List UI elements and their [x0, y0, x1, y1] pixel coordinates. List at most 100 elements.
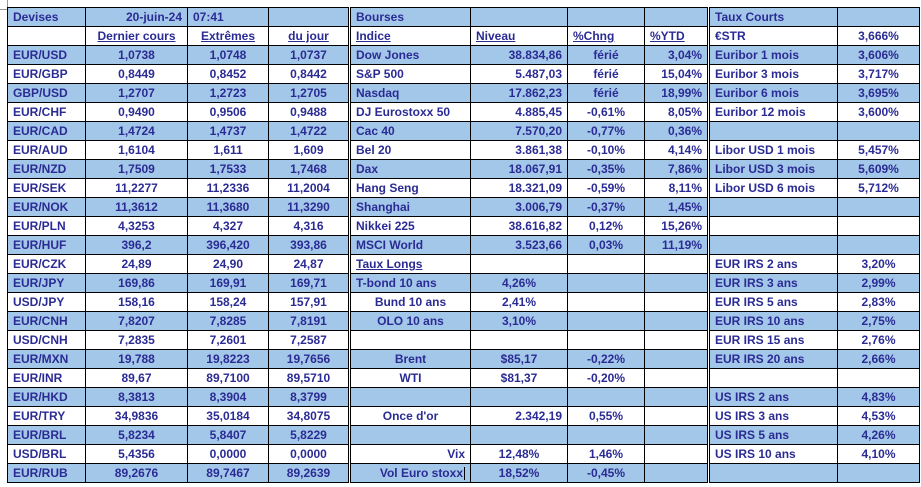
rate-value-cell[interactable] [837, 197, 920, 217]
dernier-cours-cell[interactable]: 4,3253 [85, 216, 188, 236]
rate-label-cell[interactable] [709, 463, 838, 483]
taux-courts-title-cell[interactable]: Taux Courts [709, 7, 838, 27]
du-jour-cell[interactable]: 1,2705 [268, 83, 349, 103]
time-cell[interactable]: 07:41 [187, 7, 269, 27]
rate-value-cell[interactable]: 3,717% [837, 64, 920, 84]
rate-value-cell[interactable] [837, 463, 920, 483]
dernier-cours-cell[interactable]: 7,8207 [85, 311, 188, 331]
ytd-cell[interactable] [644, 349, 708, 369]
extremes-cell[interactable]: 4,327 [187, 216, 269, 236]
du-jour-cell[interactable]: 1,4722 [268, 121, 349, 141]
niveau-cell[interactable]: 17.862,23 [470, 83, 568, 103]
rate-value-cell[interactable]: 3,695% [837, 83, 920, 103]
niveau-cell[interactable]: 12,48% [470, 444, 568, 464]
indice-cell[interactable]: Cac 40 [350, 121, 471, 141]
chng-cell[interactable] [567, 330, 645, 350]
indice-cell[interactable]: Dax [350, 159, 471, 179]
du-jour-cell[interactable]: 0,0000 [268, 444, 349, 464]
rate-value-cell[interactable]: 3,20% [837, 254, 920, 274]
niveau-cell[interactable]: 4,26% [470, 273, 568, 293]
du-jour-cell[interactable]: 19,7656 [268, 349, 349, 369]
rate-value-cell[interactable]: 5,457% [837, 140, 920, 160]
du-jour-cell[interactable]: 0,8442 [268, 64, 349, 84]
extremes-cell[interactable]: 5,8407 [187, 425, 269, 445]
empty-cell[interactable] [567, 7, 645, 27]
extremes-cell[interactable]: 1,7533 [187, 159, 269, 179]
dernier-cours-cell[interactable]: 24,89 [85, 254, 188, 274]
currency-pair-cell[interactable]: EUR/CZK [7, 254, 86, 274]
niveau-cell[interactable]: 5.487,03 [470, 64, 568, 84]
rate-value-cell[interactable]: 5,712% [837, 178, 920, 198]
devises-title-cell[interactable]: Devises [7, 7, 86, 27]
rate-value-cell[interactable] [837, 121, 920, 141]
indice-cell[interactable]: Bel 20 [350, 140, 471, 160]
empty-cell[interactable] [644, 7, 708, 27]
rate-value-cell[interactable]: 2,83% [837, 292, 920, 312]
du-jour-cell[interactable]: 1,0737 [268, 45, 349, 65]
indice-cell[interactable]: Taux Longs [350, 254, 471, 274]
dernier-cours-cell[interactable]: 169,86 [85, 273, 188, 293]
rate-label-cell[interactable]: €STR [709, 26, 838, 46]
rate-value-cell[interactable]: 2,99% [837, 273, 920, 293]
chng-cell[interactable]: 0,12% [567, 216, 645, 236]
ytd-cell[interactable]: 18,99% [644, 83, 708, 103]
du-jour-cell[interactable]: 8,3799 [268, 387, 349, 407]
niveau-cell[interactable]: $85,17 [470, 349, 568, 369]
du-jour-cell[interactable]: 89,5710 [268, 368, 349, 388]
rate-value-cell[interactable]: 5,609% [837, 159, 920, 179]
rate-label-cell[interactable]: Libor USD 3 mois [709, 159, 838, 179]
niveau-cell[interactable]: 18.067,91 [470, 159, 568, 179]
currency-pair-cell[interactable]: EUR/GBP [7, 64, 86, 84]
ytd-cell[interactable] [644, 444, 708, 464]
empty-cell[interactable] [268, 7, 349, 27]
dernier-cours-cell[interactable]: 0,9490 [85, 102, 188, 122]
chng-cell[interactable]: férié [567, 45, 645, 65]
chng-cell[interactable]: 1,46% [567, 444, 645, 464]
indice-cell[interactable]: Once d'or [350, 406, 471, 426]
rate-value-cell[interactable] [837, 368, 920, 388]
extremes-cell[interactable]: 1,611 [187, 140, 269, 160]
currency-pair-cell[interactable]: GBP/USD [7, 83, 86, 103]
niveau-cell[interactable]: 38.834,86 [470, 45, 568, 65]
niveau-cell[interactable] [470, 425, 568, 445]
currency-pair-cell[interactable]: EUR/NOK [7, 197, 86, 217]
rate-value-cell[interactable]: 3,666% [837, 26, 920, 46]
chng-cell[interactable]: 0,03% [567, 235, 645, 255]
extremes-cell[interactable]: 158,24 [187, 292, 269, 312]
rate-label-cell[interactable]: US IRS 3 ans [709, 406, 838, 426]
rate-value-cell[interactable]: 4,26% [837, 425, 920, 445]
niveau-cell[interactable] [470, 330, 568, 350]
niveau-cell[interactable]: $81,37 [470, 368, 568, 388]
du-jour-cell[interactable]: 4,316 [268, 216, 349, 236]
niveau-header-cell[interactable]: Niveau [470, 26, 568, 46]
rate-label-cell[interactable]: EUR IRS 3 ans [709, 273, 838, 293]
empty-cell[interactable] [837, 7, 920, 27]
dernier-cours-cell[interactable]: 5,4356 [85, 444, 188, 464]
extremes-cell[interactable]: 24,90 [187, 254, 269, 274]
extremes-header-cell[interactable]: Extrêmes [187, 26, 269, 46]
dernier-cours-cell[interactable]: 396,2 [85, 235, 188, 255]
ytd-cell[interactable] [644, 425, 708, 445]
currency-pair-cell[interactable]: EUR/CAD [7, 121, 86, 141]
currency-pair-cell[interactable]: EUR/CHF [7, 102, 86, 122]
ytd-cell[interactable]: 11,19% [644, 235, 708, 255]
rate-label-cell[interactable] [709, 368, 838, 388]
ytd-cell[interactable]: 15,04% [644, 64, 708, 84]
niveau-cell[interactable]: 38.616,82 [470, 216, 568, 236]
niveau-cell[interactable]: 3.006,79 [470, 197, 568, 217]
du-jour-cell[interactable]: 1,609 [268, 140, 349, 160]
ytd-cell[interactable] [644, 330, 708, 350]
extremes-cell[interactable]: 0,8452 [187, 64, 269, 84]
ytd-cell[interactable]: 4,14% [644, 140, 708, 160]
rate-label-cell[interactable]: US IRS 2 ans [709, 387, 838, 407]
dernier-cours-cell[interactable]: 8,3813 [85, 387, 188, 407]
indice-cell[interactable]: Nikkei 225 [350, 216, 471, 236]
dernier-cours-header-cell[interactable]: Dernier cours [85, 26, 188, 46]
indice-cell[interactable]: S&P 500 [350, 64, 471, 84]
dernier-cours-cell[interactable]: 89,2676 [85, 463, 188, 483]
rate-label-cell[interactable] [709, 235, 838, 255]
date-cell[interactable]: 20-juin-24 [85, 7, 188, 27]
rate-label-cell[interactable]: EUR IRS 10 ans [709, 311, 838, 331]
rate-value-cell[interactable]: 4,10% [837, 444, 920, 464]
currency-pair-cell[interactable]: EUR/JPY [7, 273, 86, 293]
